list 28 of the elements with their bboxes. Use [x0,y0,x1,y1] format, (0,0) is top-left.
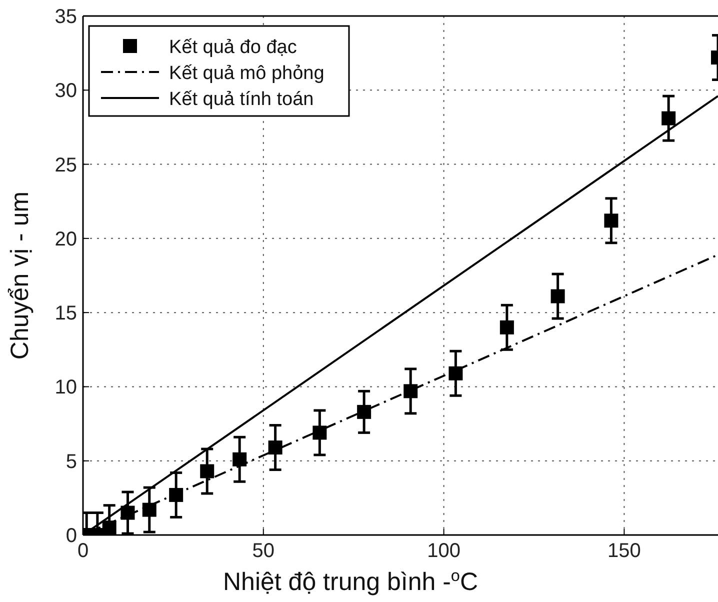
x-axis-title: Nhiệt độ trung bình -$^{o}$C [222,567,478,596]
point [404,384,418,398]
point [662,111,676,126]
point [448,366,463,380]
y-tick-label: 20 [54,228,77,250]
y-tick-label: 35 [54,6,77,28]
point [268,440,282,455]
y-axis-title: Chuyển vị - um [6,191,34,360]
point [142,502,156,517]
point [200,464,214,478]
point [500,320,514,334]
x-tick-label: 100 [427,540,460,562]
x-tick-label: 50 [252,540,275,562]
y-tick-label: 0 [66,525,77,547]
y-tick-label: 15 [54,302,77,325]
point [312,426,327,440]
x-tick-label: 150 [608,540,641,562]
y-tick-label: 30 [54,80,77,102]
legend-label: Kết quả tính toán [169,89,314,110]
legend-label: Kết quả đo đạc [169,37,297,58]
legend-label: Kết quả mô phỏng [169,63,324,84]
y-tick-label: 25 [54,154,77,176]
y-tick-label: 5 [66,450,77,473]
y-tick-label: 10 [54,376,77,399]
point [604,214,618,228]
point [357,404,372,419]
point [232,452,247,466]
point [550,289,565,304]
